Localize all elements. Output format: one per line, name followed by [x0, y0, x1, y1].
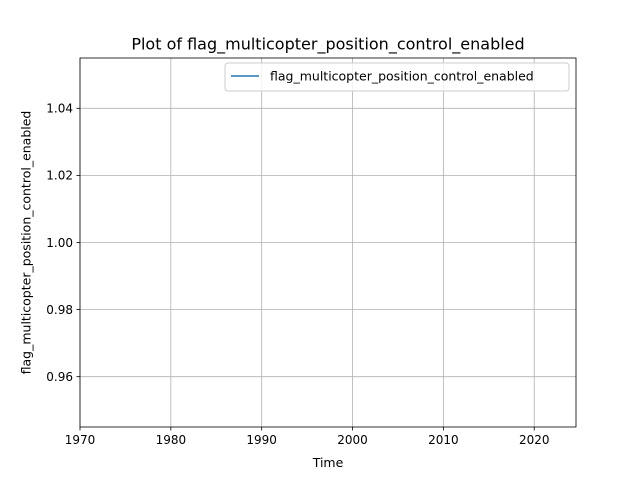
legend: flag_multicopter_position_control_enable…	[224, 62, 570, 92]
chart-title: Plot of flag_multicopter_position_contro…	[131, 35, 524, 55]
y-tick-label: 1.00	[46, 236, 73, 250]
y-tick-label: 1.02	[46, 169, 73, 183]
y-axis-ticks: 0.96 0.98 1.00 1.02 1.04	[46, 102, 80, 384]
y-tick-label: 0.98	[46, 303, 73, 317]
x-tick-label: 1990	[246, 433, 277, 447]
x-tick-label: 1970	[65, 433, 96, 447]
x-tick-label: 2000	[337, 433, 368, 447]
y-axis-label: flag_multicopter_position_control_enable…	[19, 111, 34, 375]
x-tick-label: 2010	[428, 433, 459, 447]
grid	[79, 58, 576, 427]
y-tick-label: 1.04	[46, 102, 73, 116]
x-axis-label: Time	[312, 455, 344, 470]
y-tick-label: 0.96	[46, 370, 73, 384]
legend-box	[224, 62, 570, 92]
legend-label: flag_multicopter_position_control_enable…	[270, 69, 534, 84]
x-axis-ticks: 1970 1980 1990 2000 2010 2020	[65, 427, 550, 447]
x-tick-label: 2020	[519, 433, 550, 447]
x-tick-label: 1980	[156, 433, 187, 447]
